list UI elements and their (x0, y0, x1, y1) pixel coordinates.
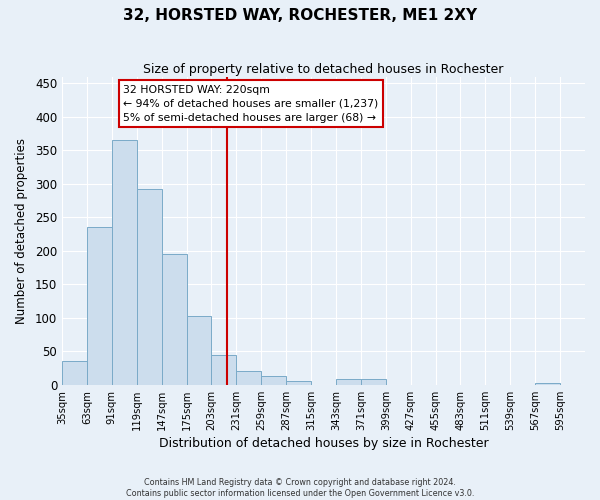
Text: 32, HORSTED WAY, ROCHESTER, ME1 2XY: 32, HORSTED WAY, ROCHESTER, ME1 2XY (123, 8, 477, 22)
Bar (236, 371, 261, 385)
Bar (112, 140, 137, 385)
Bar (336, 379, 361, 385)
Bar (535, 383, 560, 385)
Bar (161, 254, 187, 385)
Bar (361, 379, 386, 385)
Bar (137, 188, 161, 385)
Bar (62, 362, 87, 385)
Text: Contains HM Land Registry data © Crown copyright and database right 2024.
Contai: Contains HM Land Registry data © Crown c… (126, 478, 474, 498)
X-axis label: Distribution of detached houses by size in Rochester: Distribution of detached houses by size … (159, 437, 488, 450)
Bar (261, 376, 286, 385)
Bar (286, 382, 311, 385)
Bar (211, 354, 236, 385)
Title: Size of property relative to detached houses in Rochester: Size of property relative to detached ho… (143, 62, 504, 76)
Bar (187, 316, 211, 385)
Text: 32 HORSTED WAY: 220sqm
← 94% of detached houses are smaller (1,237)
5% of semi-d: 32 HORSTED WAY: 220sqm ← 94% of detached… (124, 84, 379, 122)
Bar (87, 228, 112, 385)
Y-axis label: Number of detached properties: Number of detached properties (15, 138, 28, 324)
